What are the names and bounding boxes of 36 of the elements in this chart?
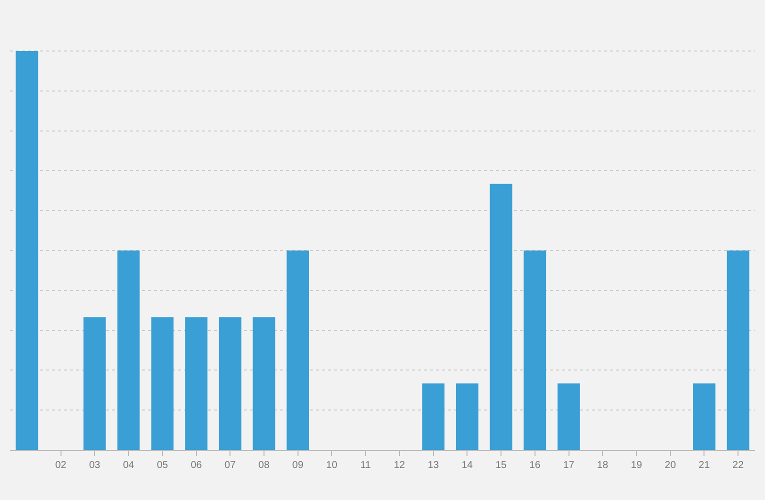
x-tick-label: 21 <box>698 460 710 471</box>
x-tick-label: 19 <box>630 460 642 471</box>
x-tick-label: 16 <box>529 460 541 471</box>
bar <box>218 317 242 450</box>
bar <box>185 317 208 450</box>
x-tick-label: 15 <box>495 460 508 471</box>
x-tick-label: 14 <box>462 460 474 471</box>
bar <box>117 250 140 450</box>
bar <box>490 184 512 450</box>
x-tick-label: 13 <box>428 460 440 471</box>
x-tick-label: 09 <box>292 460 304 471</box>
x-tick-label: 03 <box>89 460 101 471</box>
x-tick-label: 07 <box>224 460 236 471</box>
x-tick-label: 22 <box>732 460 744 471</box>
bar <box>693 383 716 450</box>
bar <box>252 317 276 450</box>
x-tick-label: 08 <box>258 460 270 471</box>
x-tick-label: 06 <box>190 460 202 471</box>
bar <box>422 383 444 450</box>
bar <box>726 250 750 450</box>
x-tick-label: 05 <box>156 460 168 471</box>
x-tick-label: 17 <box>563 460 575 471</box>
bar <box>151 317 174 450</box>
bar <box>83 317 106 450</box>
bar <box>16 51 38 450</box>
x-tick-label: 04 <box>122 460 135 471</box>
bar <box>524 250 546 450</box>
x-tick-label: 11 <box>360 460 372 471</box>
x-tick-label: 02 <box>55 460 67 471</box>
bar <box>456 383 478 450</box>
x-tick-label: 12 <box>394 460 406 471</box>
bar <box>558 383 580 450</box>
x-tick-label: 20 <box>664 460 676 471</box>
x-tick-label: 10 <box>326 460 338 471</box>
bar <box>286 250 310 450</box>
x-tick-label: 18 <box>597 460 609 471</box>
